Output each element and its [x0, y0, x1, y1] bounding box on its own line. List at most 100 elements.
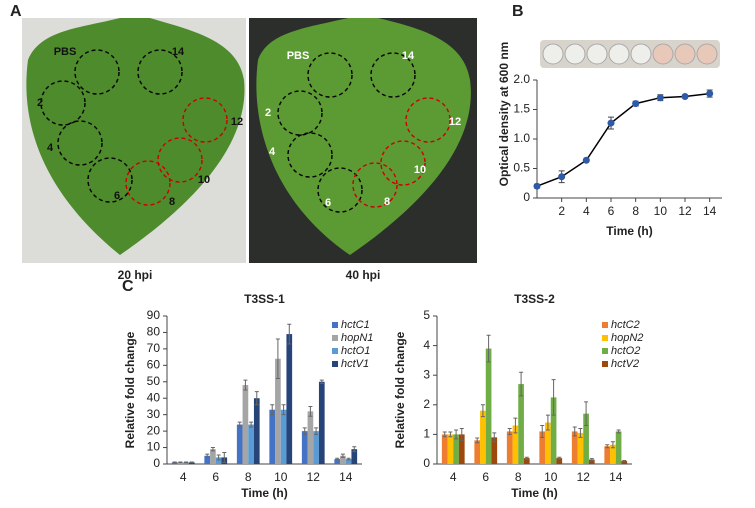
spot-label: 6	[114, 190, 120, 202]
bar	[248, 424, 254, 464]
error-bar	[551, 379, 556, 416]
error-bar	[335, 457, 340, 461]
y-tick-label: 2	[423, 397, 430, 411]
bar	[615, 431, 622, 464]
y-tick-label: 0	[523, 190, 530, 204]
legend-label: hctC2	[611, 319, 640, 331]
error-bar	[178, 461, 183, 464]
error-bar	[189, 461, 194, 464]
error-bar	[287, 323, 292, 345]
spot-label: 12	[449, 116, 461, 128]
bar	[577, 432, 584, 464]
y-tick-label: 50	[147, 374, 161, 388]
error-bar	[314, 427, 319, 435]
error-bar	[572, 426, 577, 437]
point	[632, 100, 640, 108]
panel-label: B	[512, 3, 524, 20]
y-tick-label: 20	[147, 423, 161, 437]
spot-label: 8	[169, 196, 175, 208]
inoculation-spot	[287, 132, 333, 178]
well	[608, 43, 630, 65]
error-bar	[352, 446, 357, 453]
bar	[518, 384, 524, 464]
inoculation-spot	[40, 80, 86, 126]
inoculation-spot	[125, 160, 171, 206]
bar	[545, 422, 551, 464]
panel-label: C	[122, 278, 134, 295]
y-axis-title: Relative fold change	[393, 331, 407, 448]
y-tick-label: 70	[147, 341, 161, 355]
x-tick-label: 2	[558, 204, 565, 218]
bar	[480, 410, 486, 464]
x-tick-label: 8	[245, 470, 252, 484]
inoculation-spot	[405, 97, 451, 143]
error-bar	[507, 427, 512, 435]
well	[542, 43, 564, 65]
legend-label: hopN1	[341, 332, 373, 344]
error-bar	[557, 456, 562, 460]
well	[696, 43, 718, 65]
bar	[340, 455, 346, 464]
bar	[242, 385, 249, 464]
point	[706, 90, 714, 98]
legend-swatch	[332, 335, 338, 341]
bar	[458, 434, 465, 464]
spot-label: 10	[414, 164, 426, 176]
legend-swatch	[602, 335, 608, 341]
spot-label: 6	[325, 197, 331, 209]
bar	[491, 437, 498, 464]
error-bar	[578, 427, 583, 438]
panel-label: A	[10, 3, 22, 20]
bar	[571, 431, 578, 464]
error-bar	[524, 456, 529, 460]
error-bar	[448, 431, 453, 438]
y-tick-label: 30	[147, 407, 161, 421]
x-tick-label: 6	[482, 470, 489, 484]
x-tick-label: 10	[654, 204, 668, 218]
y-tick-label: 4	[423, 338, 430, 352]
y-tick-label: 60	[147, 358, 161, 372]
y-tick-label: 0.5	[513, 161, 530, 175]
x-tick-label: 14	[339, 470, 353, 484]
error-bar	[210, 447, 215, 452]
y-tick-label: 5	[423, 308, 430, 322]
spot-label: PBS	[287, 50, 310, 62]
bar	[506, 431, 513, 464]
x-tick-label: 12	[577, 470, 591, 484]
y-axis-title: Optical density at 600 nm	[497, 42, 511, 187]
well	[630, 43, 652, 65]
spot-label: 8	[384, 196, 390, 208]
inoculation-spot	[380, 140, 426, 186]
inoculation-spot	[87, 157, 133, 203]
point	[558, 173, 566, 181]
x-tick-label: 4	[450, 470, 457, 484]
bar	[453, 434, 459, 464]
inoculation-spot	[277, 90, 323, 136]
spot-label: 4	[47, 142, 54, 154]
leaf	[26, 18, 245, 255]
error-bar	[281, 404, 286, 416]
error-bar	[237, 421, 242, 428]
bar	[539, 431, 546, 464]
inoculation-spot	[352, 162, 398, 208]
error-bar	[346, 457, 351, 461]
y-tick-label: 0	[153, 456, 160, 470]
bar	[588, 459, 595, 464]
x-tick-label: 12	[307, 470, 321, 484]
bar	[485, 348, 492, 464]
error-bar	[270, 404, 275, 416]
x-tick-label: 12	[678, 204, 692, 218]
chart-title: T3SS-2	[514, 292, 555, 306]
bar	[253, 398, 260, 464]
bar	[583, 413, 589, 464]
spot-label: 4	[269, 146, 276, 158]
bar	[307, 411, 314, 464]
bar	[556, 458, 563, 464]
legend-swatch	[332, 361, 338, 367]
bar	[313, 431, 319, 464]
error-bar	[610, 441, 615, 449]
error-bar	[302, 427, 307, 435]
error-bar	[454, 429, 459, 440]
x-axis-title: Time (h)	[606, 224, 652, 238]
y-tick-label: 1	[423, 427, 430, 441]
